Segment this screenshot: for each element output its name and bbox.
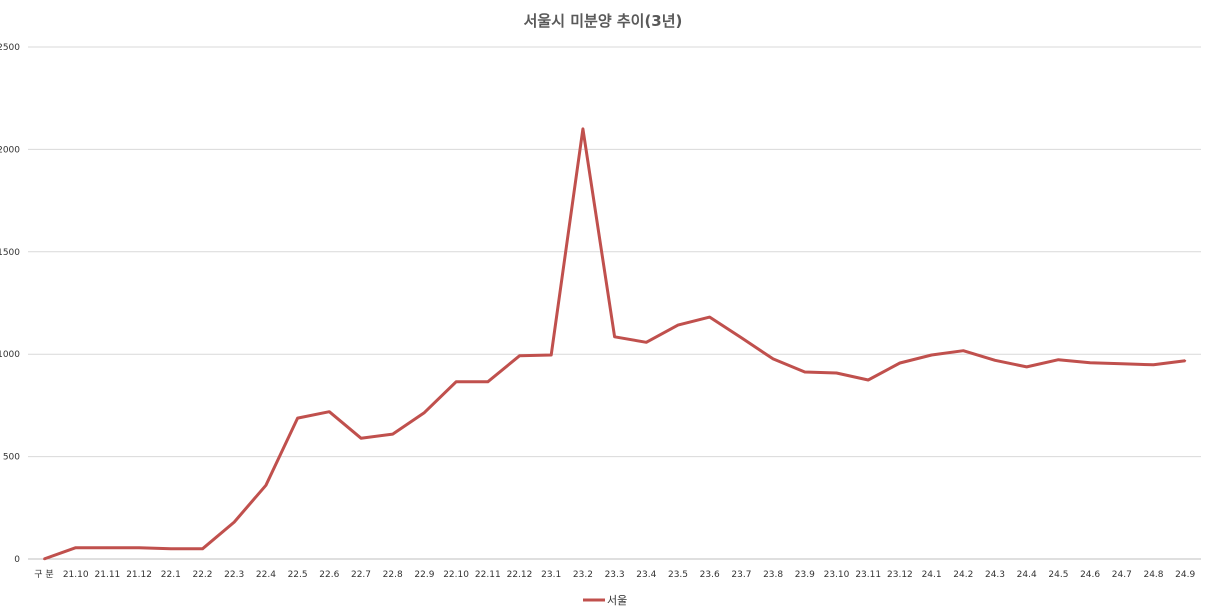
x-tick-label: 23.6 <box>700 570 720 580</box>
y-tick-label: 1500 <box>0 248 20 258</box>
data-point <box>201 547 204 550</box>
x-axis-ticks: 구 분 21.10 21.11 21.12 22.1 22.2 22.3 22.4 22.5 22… <box>34 569 1195 580</box>
x-tick-label: 23.3 <box>605 570 625 580</box>
x-tick-label: 22.10 <box>443 570 469 580</box>
x-tick-label: 24.4 <box>1017 570 1037 580</box>
x-tick-label: 23.4 <box>636 570 656 580</box>
x-tick-label: 24.2 <box>953 570 973 580</box>
data-point <box>1184 359 1187 362</box>
x-tick-label: 23.11 <box>855 570 881 580</box>
data-point <box>169 547 172 550</box>
x-tick-label: 24.6 <box>1080 570 1100 580</box>
x-tick-label: 23.5 <box>668 570 688 580</box>
x-tick-label: 21.11 <box>95 570 121 580</box>
legend-label-seoul: 서울 <box>607 594 627 607</box>
x-tick-label: 23.1 <box>541 570 561 580</box>
data-point <box>613 335 616 338</box>
x-tick-label: 22.5 <box>288 570 308 580</box>
x-tick-label: 21.12 <box>126 570 152 580</box>
data-point <box>772 357 775 360</box>
data-point <box>106 546 109 549</box>
data-point <box>328 410 331 413</box>
data-point <box>1152 363 1155 366</box>
x-tick-label: 22.9 <box>414 570 434 580</box>
data-point <box>1057 358 1060 361</box>
x-tick-label: 23.9 <box>795 570 815 580</box>
data-point <box>677 324 679 327</box>
data-point <box>803 371 806 374</box>
data-point <box>74 546 77 549</box>
data-point <box>455 380 458 383</box>
x-tick-label: 22.3 <box>224 570 244 580</box>
x-tick-label: 24.3 <box>985 570 1005 580</box>
x-tick-label: 23.12 <box>887 570 913 580</box>
data-point <box>138 546 141 549</box>
x-tick-label: 23.7 <box>731 570 751 580</box>
data-point <box>994 359 996 362</box>
data-point <box>962 349 965 352</box>
x-tick-label: 22.8 <box>383 570 403 580</box>
x-tick-label: 22.6 <box>319 570 339 580</box>
x-tick-label: 21.10 <box>63 570 89 580</box>
y-tick-label: 2000 <box>0 145 20 155</box>
data-point <box>581 127 584 130</box>
data-point <box>930 354 933 357</box>
x-tick-label: 24.8 <box>1143 570 1163 580</box>
chart-title: 서울시 미분양 추이(3년) <box>524 12 683 30</box>
x-tick-label: 24.9 <box>1175 570 1195 580</box>
data-point <box>296 417 299 420</box>
data-point <box>360 437 362 440</box>
data-point <box>486 380 489 383</box>
series-line-seoul <box>43 127 1186 561</box>
data-point <box>740 336 743 339</box>
data-point <box>550 354 553 357</box>
plot-area <box>43 127 1187 561</box>
x-tick-label: 22.2 <box>192 570 212 580</box>
data-point <box>518 354 521 357</box>
x-tick-label: 22.1 <box>161 570 181 580</box>
data-point <box>835 372 838 375</box>
data-point <box>898 362 901 365</box>
gridlines <box>28 46 1201 560</box>
x-tick-label: 22.11 <box>475 570 501 580</box>
x-tick-label: 24.5 <box>1048 570 1068 580</box>
x-tick-label: 22.7 <box>351 570 371 580</box>
data-point <box>708 316 711 319</box>
data-point <box>423 411 426 414</box>
data-point <box>645 341 648 344</box>
y-tick-label: 500 <box>3 453 20 463</box>
x-tick-label: 22.12 <box>507 570 533 580</box>
y-tick-label: 1000 <box>0 350 20 360</box>
data-point <box>43 558 45 560</box>
y-axis-ticks: 0 500 1000 1500 2000 2500 <box>0 43 20 565</box>
y-tick-label: 2500 <box>0 43 20 53</box>
data-point <box>1089 361 1092 364</box>
data-point <box>391 433 394 436</box>
data-point <box>1120 362 1123 365</box>
x-tick-label: 23.10 <box>824 570 850 580</box>
x-tick-label: 22.4 <box>256 570 276 580</box>
data-point <box>233 521 236 524</box>
x-tick-label: 23.2 <box>573 570 593 580</box>
data-point <box>1025 365 1028 368</box>
x-tick-label: 24.7 <box>1112 570 1132 580</box>
data-point <box>264 484 267 487</box>
data-point <box>867 379 870 382</box>
x-tick-label: 24.1 <box>922 570 942 580</box>
legend: 서울 <box>583 594 627 607</box>
x-tick-label: 23.8 <box>763 570 783 580</box>
x-tick-label: 구 분 <box>34 569 53 580</box>
y-tick-label: 0 <box>14 555 20 565</box>
